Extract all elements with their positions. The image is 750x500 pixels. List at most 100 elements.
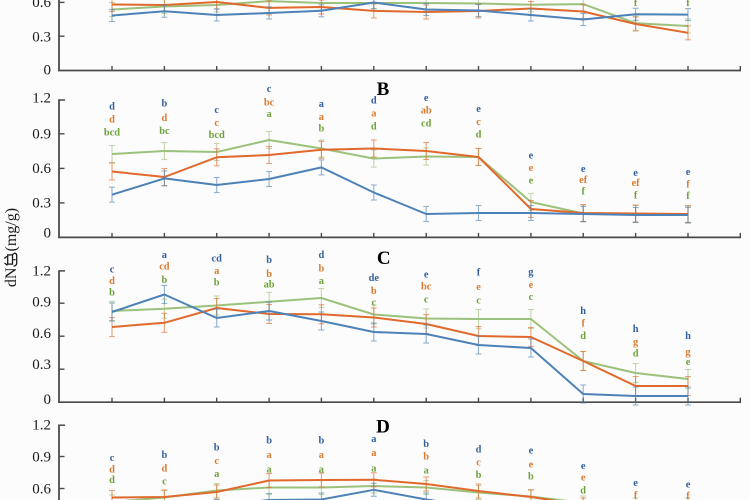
svg-text:b: b: [266, 436, 272, 447]
svg-text:f: f: [581, 187, 585, 198]
svg-text:e: e: [424, 93, 429, 104]
svg-text:b: b: [162, 99, 168, 110]
svg-text:e: e: [476, 282, 481, 293]
svg-text:dN: dN: [3, 267, 20, 287]
svg-text:a: a: [371, 463, 377, 474]
svg-text:d: d: [580, 331, 586, 342]
svg-text:b: b: [319, 436, 325, 447]
svg-text:B: B: [377, 79, 390, 100]
svg-text:f: f: [634, 190, 638, 201]
svg-text:d: d: [109, 114, 115, 125]
svg-text:c: c: [214, 105, 219, 116]
svg-text:a: a: [371, 434, 377, 445]
svg-text:e: e: [633, 168, 638, 179]
svg-text:c: c: [162, 477, 167, 488]
svg-text:d: d: [109, 276, 115, 287]
svg-text:e: e: [529, 176, 534, 187]
svg-text:a: a: [371, 109, 377, 120]
svg-text:c: c: [214, 456, 219, 467]
svg-text:0.3: 0.3: [32, 29, 51, 45]
svg-text:d: d: [476, 445, 482, 456]
svg-text:(mg/g): (mg/g): [3, 208, 20, 252]
svg-text:c: c: [476, 296, 481, 307]
svg-text:b: b: [371, 286, 377, 297]
svg-text:f: f: [686, 491, 690, 500]
svg-text:0.9: 0.9: [32, 295, 51, 311]
svg-text:1.2: 1.2: [32, 264, 51, 280]
svg-text:a: a: [371, 448, 377, 459]
svg-text:e: e: [476, 104, 481, 115]
svg-text:f: f: [634, 0, 638, 9]
svg-text:d: d: [109, 475, 115, 486]
svg-text:e: e: [686, 167, 691, 178]
svg-text:e: e: [581, 473, 586, 484]
svg-text:b: b: [162, 450, 168, 461]
svg-text:b: b: [109, 288, 115, 299]
svg-text:b: b: [319, 264, 325, 275]
svg-text:a: a: [266, 109, 272, 120]
svg-text:f: f: [581, 318, 585, 329]
svg-text:f: f: [686, 180, 690, 191]
svg-text:e: e: [529, 460, 534, 471]
svg-text:e: e: [529, 150, 534, 161]
svg-text:b: b: [162, 275, 168, 286]
svg-text:e: e: [424, 269, 429, 280]
svg-text:D: D: [376, 416, 390, 437]
svg-text:c: c: [267, 84, 272, 95]
svg-text:0.3: 0.3: [32, 196, 51, 212]
svg-text:e: e: [686, 357, 691, 368]
svg-text:ef: ef: [632, 178, 641, 189]
svg-text:ef: ef: [579, 175, 588, 186]
svg-text:bc: bc: [264, 97, 275, 108]
svg-text:d: d: [476, 129, 482, 140]
svg-text:c: c: [110, 453, 115, 464]
svg-text:e: e: [633, 478, 638, 489]
svg-text:d: d: [633, 349, 639, 360]
svg-text:0.9: 0.9: [32, 450, 51, 466]
svg-text:c: c: [424, 295, 429, 306]
svg-text:a: a: [319, 465, 325, 476]
svg-text:e: e: [581, 461, 586, 472]
svg-text:b: b: [266, 255, 272, 266]
svg-text:b: b: [214, 443, 220, 454]
svg-text:C: C: [377, 248, 391, 269]
svg-text:h: h: [633, 324, 639, 335]
svg-text:c: c: [476, 458, 481, 469]
svg-text:a: a: [319, 112, 325, 123]
svg-text:e: e: [529, 446, 534, 457]
svg-text:de: de: [369, 273, 380, 284]
svg-text:0.6: 0.6: [32, 161, 51, 177]
svg-text:c: c: [476, 117, 481, 128]
svg-text:h: h: [580, 306, 586, 317]
svg-text:0.6: 0.6: [32, 0, 51, 11]
svg-text:bc: bc: [421, 282, 432, 293]
svg-text:b: b: [423, 452, 429, 463]
svg-text:e: e: [529, 280, 534, 291]
svg-text:cd: cd: [421, 119, 432, 130]
svg-text:e: e: [581, 164, 586, 175]
svg-text:g: g: [685, 347, 691, 358]
svg-text:d: d: [109, 101, 115, 112]
svg-text:cd: cd: [211, 254, 222, 265]
svg-text:a: a: [319, 99, 325, 110]
svg-text:d: d: [109, 465, 115, 476]
svg-text:b: b: [423, 439, 429, 450]
svg-text:a: a: [266, 450, 272, 461]
svg-text:a: a: [214, 266, 220, 277]
svg-text:ab: ab: [264, 280, 275, 291]
svg-text:a: a: [424, 466, 430, 477]
svg-text:g: g: [528, 267, 534, 278]
svg-text:a: a: [319, 450, 325, 461]
svg-text:d: d: [371, 122, 377, 133]
svg-text:f: f: [477, 268, 481, 279]
svg-text:c: c: [110, 265, 115, 276]
svg-text:c: c: [529, 292, 534, 303]
svg-text:0.3: 0.3: [32, 357, 51, 373]
svg-text:a: a: [214, 469, 220, 480]
svg-text:b: b: [214, 278, 220, 289]
svg-text:b: b: [528, 472, 534, 483]
svg-text:f: f: [634, 490, 638, 500]
svg-text:a: a: [266, 465, 272, 476]
svg-text:0.6: 0.6: [32, 326, 51, 342]
svg-text:d: d: [319, 250, 325, 261]
